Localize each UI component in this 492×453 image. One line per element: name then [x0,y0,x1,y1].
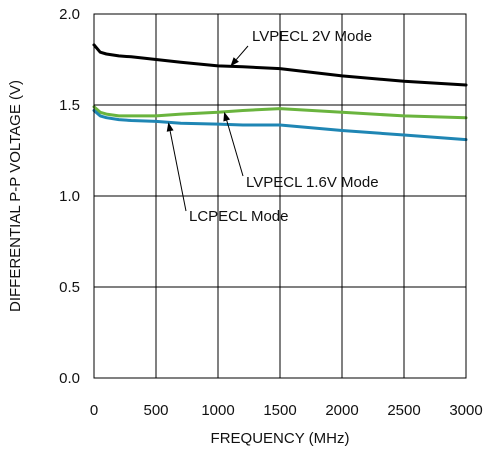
series-line-lvpecl-1-6v-mode [92,105,468,120]
x-tick-label: 1500 [263,402,296,419]
annotation-arrowhead [223,111,231,122]
y-tick-label: 0.0 [59,370,80,387]
annotation-arrowhead [230,57,239,67]
x-tick-label: 1000 [201,402,234,419]
x-tick-label: 500 [143,402,168,419]
y-tick-label: 1.5 [59,97,80,114]
y-tick-labels: 0.0 0.5 1.0 1.5 2.0 [59,6,80,387]
x-tick-label: 2500 [387,402,420,419]
series-lines [92,43,468,142]
annotation-label: LVPECL 1.6V Mode [246,174,379,191]
annotations: LVPECL 2V Mode LVPECL 1.6V Mode LCPECL Mod… [166,28,379,225]
annotation-leader [235,45,249,60]
x-tick-label: 3000 [449,402,482,419]
x-tick-label: 0 [90,402,98,419]
x-tick-label: 2000 [325,402,358,419]
annotation-label: LCPECL Mode [189,208,289,225]
y-tick-label: 0.5 [59,279,80,296]
y-tick-label: 1.0 [59,188,80,205]
annotation-arrowhead [166,122,174,132]
y-tick-label: 2.0 [59,6,80,23]
annotation-label: LVPECL 2V Mode [252,28,372,45]
x-tick-labels: 0 500 1000 1500 2000 2500 3000 [90,402,483,419]
series-line-lvpecl-2v-mode [92,43,468,87]
annotation-leader [226,120,244,177]
series-line-lcpecl-mode [92,109,468,142]
x-axis-title: FREQUENCY (MHz) [211,430,350,447]
plot-frame [93,13,467,379]
y-axis-title: DIFFERENTIAL P-P VOLTAGE (V) [7,80,24,312]
annotation-leader [169,131,187,212]
